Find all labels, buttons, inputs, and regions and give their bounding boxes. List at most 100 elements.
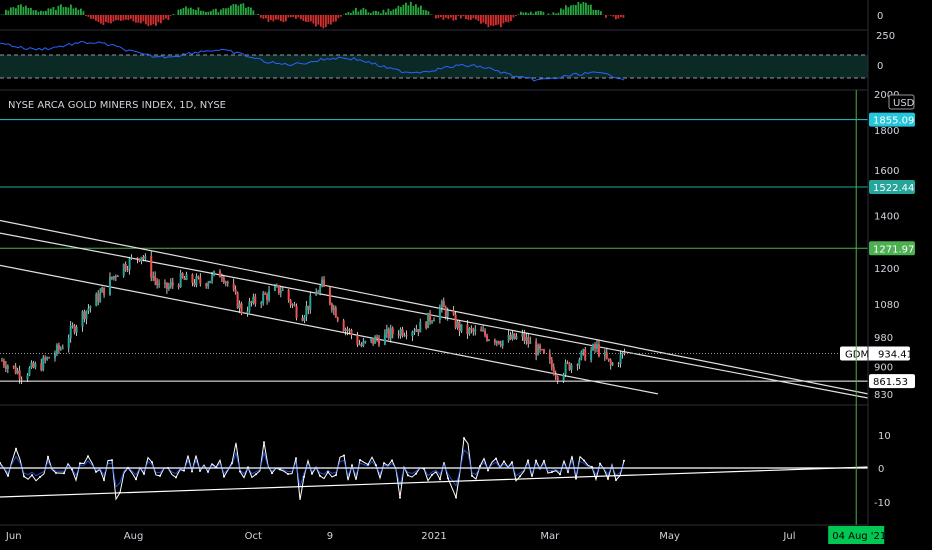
osc-point-98 xyxy=(391,459,393,462)
hist-bar-195 xyxy=(487,15,490,28)
candle-body-59 xyxy=(163,282,166,284)
candle-body-76 xyxy=(209,280,212,284)
candle-body-110 xyxy=(303,316,306,321)
candle-body-47 xyxy=(128,258,131,270)
hist-bar-55 xyxy=(137,15,140,23)
candle-body-128 xyxy=(350,330,353,336)
osc-point-116 xyxy=(463,437,465,440)
hist-bar-45 xyxy=(112,15,115,22)
hist-bar-90 xyxy=(225,8,227,15)
candle-body-221 xyxy=(607,358,610,361)
hist-bar-194 xyxy=(485,15,487,25)
osc-point-28 xyxy=(111,459,113,462)
hist-bar-4 xyxy=(10,7,12,15)
hist-bar-222 xyxy=(555,13,557,15)
hist-bar-101 xyxy=(252,10,255,15)
osc-point-144 xyxy=(575,477,577,480)
currency-badge[interactable]: USD xyxy=(888,94,915,110)
hist-bar-62 xyxy=(155,15,157,26)
candle-body-208 xyxy=(570,364,573,370)
time-tick-3: 9 xyxy=(327,531,333,542)
osc-point-154 xyxy=(615,479,617,482)
hist-bar-41 xyxy=(102,15,105,25)
symbol-label: GDM xyxy=(845,349,869,360)
osc-point-58 xyxy=(231,461,233,464)
candle-body-60 xyxy=(165,282,168,289)
hist-bar-119 xyxy=(297,15,300,18)
candle-body-50 xyxy=(138,258,141,262)
candle-body-70 xyxy=(193,282,196,286)
candle-body-62 xyxy=(169,282,172,287)
candle-body-189 xyxy=(521,333,524,337)
hist-bar-205 xyxy=(512,15,515,18)
candle-body-138 xyxy=(378,339,381,345)
candle-body-160 xyxy=(440,301,443,309)
candle-body-115 xyxy=(317,292,320,294)
hist-bar-44 xyxy=(110,15,112,24)
osc-point-76 xyxy=(303,475,305,478)
candle-body-94 xyxy=(260,303,263,305)
candle-body-3 xyxy=(6,365,9,370)
hist-bar-33 xyxy=(82,11,85,15)
hist-bar-24 xyxy=(60,4,62,15)
candle-body-30 xyxy=(83,311,86,320)
trend-line-2[interactable] xyxy=(0,264,658,395)
hist-bar-207 xyxy=(517,14,520,15)
hist-bar-180 xyxy=(450,15,452,18)
candle-body-112 xyxy=(307,305,310,310)
candle-body-107 xyxy=(293,304,296,307)
hist-bar-104 xyxy=(260,15,262,18)
candle-body-85 xyxy=(234,289,237,293)
candle-body-81 xyxy=(222,277,225,283)
candle-body-1 xyxy=(2,360,5,366)
hist-bar-40 xyxy=(100,15,102,24)
candle-body-57 xyxy=(156,280,159,286)
hist-bar-11 xyxy=(27,7,30,15)
candle-body-15 xyxy=(42,357,45,371)
hist-bar-142 xyxy=(355,7,357,15)
candle-body-183 xyxy=(501,340,504,346)
candle-body-11 xyxy=(30,362,33,368)
price-axis-ticks: 2000 1800 1600 1400 1200 1080 980 900 830 xyxy=(874,90,899,401)
hist-bar-170 xyxy=(425,10,427,15)
hist-bar-8 xyxy=(20,4,22,15)
hist-bar-27 xyxy=(67,7,70,15)
candle-body-131 xyxy=(360,344,363,347)
hist-bar-134 xyxy=(335,15,337,22)
osc-point-96 xyxy=(383,462,385,465)
candle-body-71 xyxy=(195,276,198,286)
hist-bar-114 xyxy=(285,15,287,22)
currency-label: USD xyxy=(893,98,915,109)
candle-body-83 xyxy=(226,281,229,284)
osc-point-64 xyxy=(255,473,257,476)
hist-bar-118 xyxy=(295,15,297,19)
osc-point-84 xyxy=(335,473,337,476)
candle-body-88 xyxy=(240,303,243,314)
hist-bar-163 xyxy=(407,5,410,15)
candle-body-86 xyxy=(236,292,239,309)
hist-bar-105 xyxy=(262,15,265,19)
candle-body-91 xyxy=(250,301,253,303)
hist-bar-83 xyxy=(207,11,210,15)
candle-body-92 xyxy=(252,296,255,303)
trend-line-1[interactable] xyxy=(0,232,869,399)
candle-body-157 xyxy=(431,321,434,323)
candle-body-145 xyxy=(399,329,402,336)
hist-bar-227 xyxy=(567,7,570,15)
hist-bar-133 xyxy=(332,15,335,22)
osc-point-2 xyxy=(7,474,9,477)
osc-point-78 xyxy=(311,472,313,475)
candle-body-214 xyxy=(590,349,593,361)
oscillator-panel: 10 0 -10 xyxy=(0,431,891,509)
candle-body-148 xyxy=(405,335,408,337)
hist-bar-88 xyxy=(220,9,222,15)
candle-body-166 xyxy=(456,321,459,328)
hist-bar-76 xyxy=(190,7,192,15)
hist-bar-100 xyxy=(250,7,252,15)
candle-body-224 xyxy=(617,363,620,365)
trend-line-0[interactable] xyxy=(0,219,869,395)
candle-body-73 xyxy=(199,277,202,284)
osc-point-142 xyxy=(567,471,569,474)
candle-body-163 xyxy=(446,310,449,317)
